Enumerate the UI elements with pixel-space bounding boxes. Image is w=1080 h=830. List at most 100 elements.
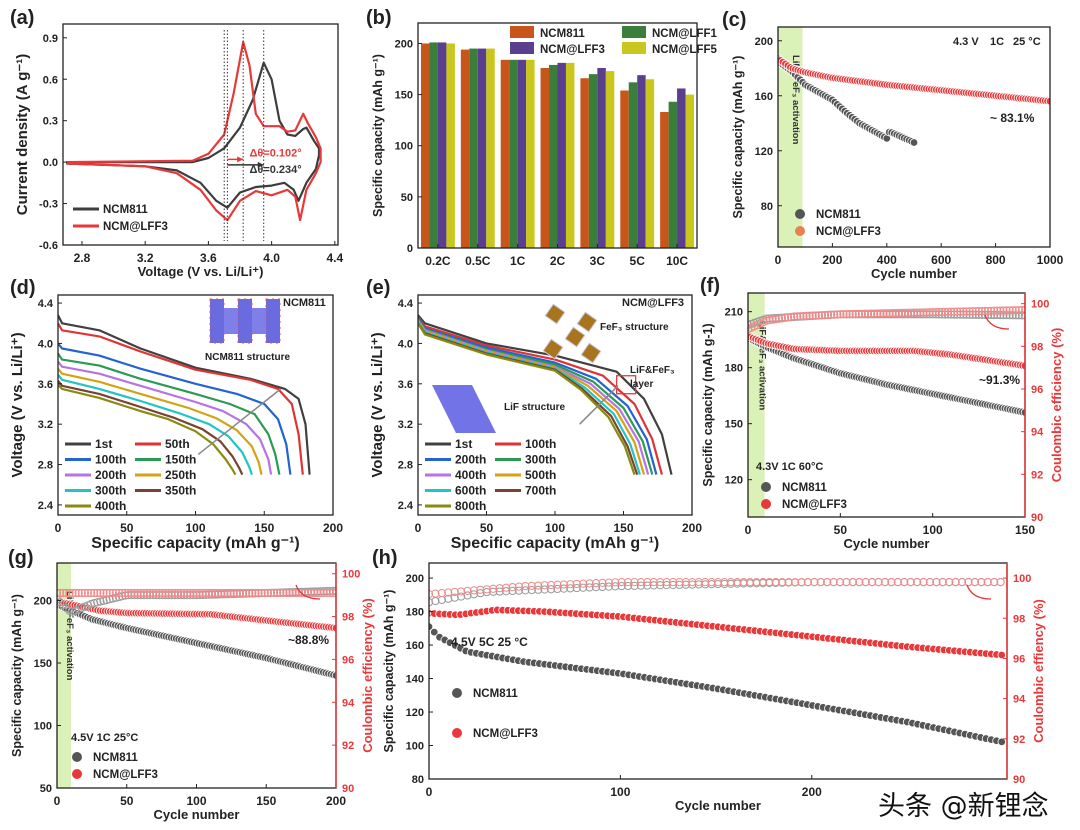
trend-arrow [197,388,282,456]
ce-marker [279,588,288,598]
x-tick-label: 0 [55,521,62,535]
legend-label: 400th [95,499,126,513]
ce-marker [882,309,891,318]
y-tick-label: 200 [34,596,52,608]
y2-tick-label: 100 [1031,299,1049,311]
annotation: 4.3V 1C 60°C [756,461,823,473]
ce-marker [771,577,780,587]
ce-marker [990,577,999,587]
ce-marker [623,581,633,591]
legend-swatch [72,769,82,779]
y-tick-label: 2.4 [398,500,414,512]
octahedron [564,326,586,348]
annotation: layer [630,379,653,390]
plot-area [778,54,1050,147]
lif-lattice [432,385,496,433]
ce-marker [1017,306,1025,315]
ce-marker [1005,306,1014,315]
octahedron [542,338,564,360]
ce-marker [108,588,117,598]
ce-marker [87,588,96,598]
ce-marker [245,588,254,598]
ce-marker [768,315,777,324]
ce-marker [269,588,279,598]
bar-NCM@LFF1-0.5C [469,48,478,248]
x-tick-label: 50 [120,521,134,535]
y-tick-label: 3.6 [38,379,53,391]
ce-marker [105,595,114,604]
ce-marker [316,588,325,598]
y-tick-label: 150 [725,419,743,431]
ce-marker [291,588,300,598]
ce-marker [900,308,910,317]
ce-marker [630,581,639,590]
x-tick-label: 100 [610,785,630,799]
ce-marker [263,588,272,598]
axis-pointer-arrow [295,584,321,600]
panel-label: (b) [366,7,392,29]
y-tick-label: 50 [401,192,413,204]
ce-marker [180,588,189,598]
ce-marker [765,316,774,325]
y2-axis-label: Coulombic efficiency (%) [1049,328,1064,483]
legend-label: 350th [165,484,196,498]
y-axis-label: Current density (A g⁻¹) [14,54,31,216]
ce-marker [161,588,170,598]
ce-marker [288,588,297,598]
ce-marker [720,577,729,587]
y-tick-label: 2.8 [38,460,53,472]
x-tick-label: 50 [120,794,134,808]
y-tick-label: 2.8 [398,460,413,472]
ce-marker [1020,305,1025,315]
bar-NCM811-0.2C [420,43,430,248]
bar-NCM@LFF1-3C [588,74,598,248]
ce-marker [579,583,588,592]
ce-marker [585,583,594,592]
ce-marker [925,308,934,317]
ce-marker [810,577,819,587]
ce-marker [463,586,472,596]
plot-area [58,314,311,476]
annotation: ~91.3% [979,373,1020,387]
ce-marker [521,586,530,595]
x-tick-label: 0 [54,794,61,808]
y-axis-label: Specific capacity (mAh g⁻¹) [731,56,745,219]
ce-marker [457,587,466,596]
ce-marker [152,588,161,598]
ce-marker [681,577,690,587]
structure-block [265,298,281,344]
y-axis-label: Specific capacity (mAh g-1) [701,323,715,486]
bar-NCM@LFF5-3C [605,71,615,248]
ce-marker [931,308,940,317]
ce-marker [83,588,93,598]
ce-marker [457,592,466,601]
ce-marker [540,585,549,594]
ce-marker [598,578,607,587]
ce-marker [114,588,124,598]
ce-marker [774,314,783,323]
ce-marker [797,577,806,587]
x-tick-label: 200 [323,521,343,535]
panel-f: (f) LiF&FeF₃ activation 0 50 100 150 120 150 180… [700,275,1064,551]
x-tick-label: 800 [986,253,1006,267]
ce-marker [906,577,915,587]
y2-tick-label: 90 [1031,512,1043,524]
ce-marker [546,580,556,590]
y-tick-label: 0.9 [43,33,58,45]
ce-marker [93,588,102,598]
arrow-head-icon [257,161,264,168]
y-tick-label: 3.6 [398,379,413,391]
ce-marker [189,588,198,598]
bar-NCM@LFF3-5C [637,75,646,248]
ce-marker [469,590,479,599]
ce-marker [880,577,890,587]
x-tick-label: 10C [666,254,688,268]
bar-NCM@LFF5-2C [565,62,575,248]
axes-frame [417,22,698,249]
ce-marker [876,309,885,318]
ce-marker [848,577,857,587]
y-tick-label: 180 [406,607,424,619]
annotation: ~88.8% [288,633,329,647]
capacity-marker [997,737,1006,747]
ce-marker [482,585,491,594]
